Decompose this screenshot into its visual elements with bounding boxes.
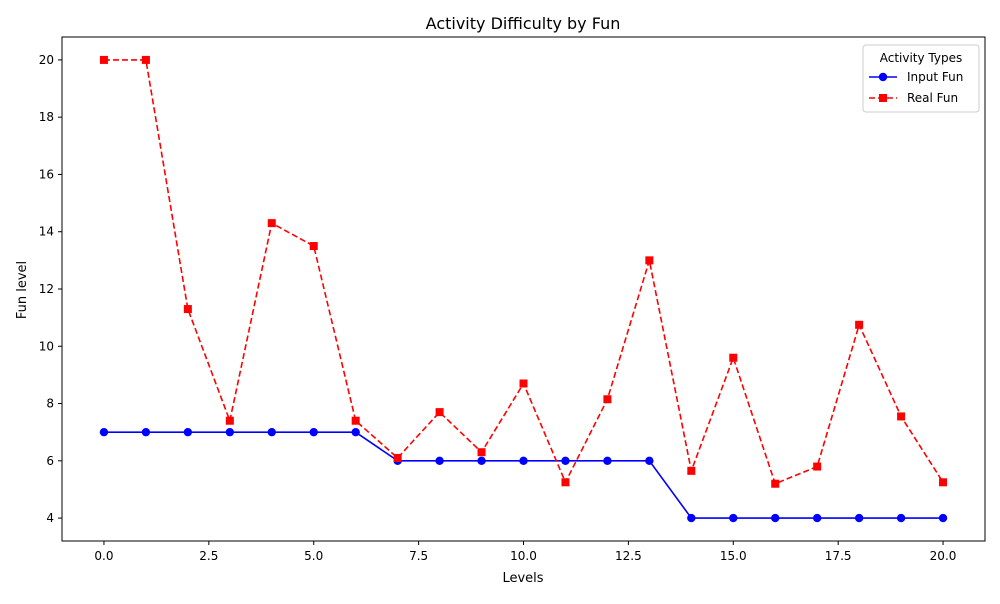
data-point bbox=[645, 456, 654, 466]
data-point bbox=[813, 462, 822, 471]
x-tick-label: 10.0 bbox=[510, 549, 537, 563]
y-tick-label: 8 bbox=[46, 397, 54, 411]
data-point bbox=[477, 448, 486, 457]
data-point bbox=[854, 513, 864, 523]
data-point bbox=[225, 427, 235, 437]
y-tick-label: 18 bbox=[39, 110, 54, 124]
data-point bbox=[603, 456, 612, 466]
plot-area: 0.0 2.5 5.0 7.5 10.0 12.5 15.0 17.5 20.0 4 6 8 10 12 1… bbox=[39, 36, 986, 563]
data-point bbox=[938, 513, 948, 523]
data-point bbox=[519, 456, 528, 466]
legend-label: Input Fun bbox=[907, 70, 963, 84]
data-point bbox=[687, 466, 696, 475]
series-line-1 bbox=[103, 431, 944, 519]
data-point bbox=[771, 513, 780, 523]
x-tick-label: 20.0 bbox=[930, 549, 957, 563]
data-point bbox=[393, 453, 402, 462]
y-tick-label: 14 bbox=[39, 225, 54, 239]
y-tick-label: 12 bbox=[39, 282, 54, 296]
x-tick-label: 17.5 bbox=[825, 549, 852, 563]
legend-marker bbox=[878, 72, 888, 82]
y-tick-label: 4 bbox=[46, 511, 54, 525]
legend: Activity Types Input Fun Real Fun bbox=[862, 44, 980, 113]
y-tick-label: 16 bbox=[39, 167, 54, 181]
data-point bbox=[477, 456, 486, 466]
x-tick-label: 5.0 bbox=[304, 549, 323, 563]
data-point bbox=[645, 256, 654, 265]
data-point bbox=[183, 305, 192, 314]
data-point bbox=[351, 416, 360, 425]
chart-title: Activity Difficulty by Fun bbox=[426, 14, 621, 33]
y-tick-label: 6 bbox=[46, 454, 54, 468]
data-point bbox=[225, 416, 234, 425]
legend-label: Real Fun bbox=[907, 91, 958, 105]
data-point bbox=[267, 427, 276, 437]
legend-marker bbox=[879, 94, 887, 102]
data-point bbox=[141, 55, 150, 64]
y-tick-label: 20 bbox=[39, 53, 54, 67]
data-point bbox=[309, 427, 318, 437]
legend-box bbox=[862, 44, 980, 113]
x-tick-label: 7.5 bbox=[409, 549, 428, 563]
data-point bbox=[561, 456, 570, 466]
data-point bbox=[812, 513, 822, 523]
data-point bbox=[435, 456, 444, 466]
data-point bbox=[267, 219, 276, 228]
data-point bbox=[897, 412, 906, 421]
data-point bbox=[435, 408, 444, 417]
data-point bbox=[729, 513, 738, 523]
data-point bbox=[99, 427, 109, 437]
data-point bbox=[896, 513, 906, 523]
x-tick-label: 12.5 bbox=[615, 549, 642, 563]
data-point bbox=[519, 379, 528, 388]
data-point bbox=[351, 427, 360, 437]
data-point bbox=[729, 353, 738, 362]
legend-title: Activity Types bbox=[880, 51, 963, 65]
data-point bbox=[141, 427, 151, 437]
y-tick-label: 10 bbox=[39, 339, 54, 353]
data-point bbox=[99, 55, 108, 64]
data-point bbox=[855, 320, 864, 329]
data-point bbox=[603, 395, 612, 404]
x-axis-label: Levels bbox=[502, 571, 543, 586]
data-point bbox=[687, 513, 696, 523]
x-tick-label: 2.5 bbox=[199, 549, 218, 563]
data-point bbox=[309, 242, 318, 251]
data-point bbox=[939, 478, 948, 487]
x-tick-label: 0.0 bbox=[94, 549, 113, 563]
axes-frame bbox=[61, 36, 986, 542]
data-point bbox=[183, 427, 193, 437]
y-axis-label: Fun level bbox=[15, 261, 30, 319]
data-point bbox=[561, 478, 570, 487]
x-tick-label: 15.0 bbox=[720, 549, 747, 563]
data-point bbox=[771, 479, 780, 488]
